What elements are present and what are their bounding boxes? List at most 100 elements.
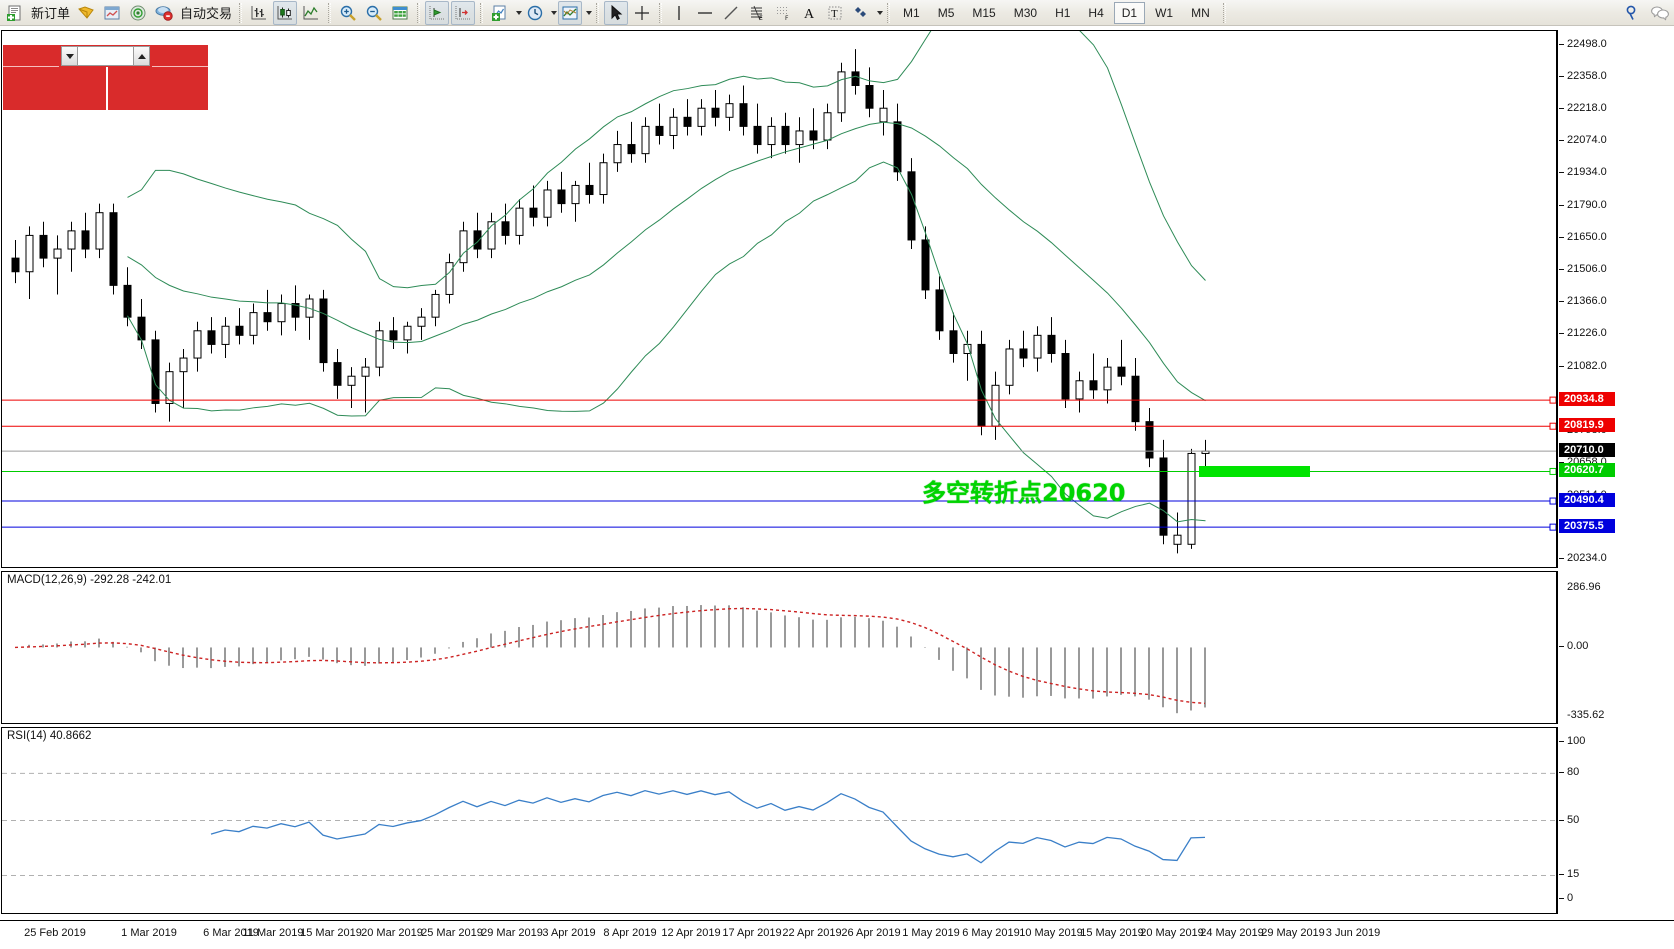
fibo-fan-icon[interactable]: F: [771, 1, 795, 25]
price-pane[interactable]: 多空转折点20620: [1, 30, 1557, 568]
price-axis-scale[interactable]: 22498.0 22358.0 22218.0 22074.0 21934.0 21790…: [1557, 30, 1674, 568]
buy-button[interactable]: [152, 45, 208, 67]
price-chart-canvas: [2, 31, 1556, 554]
chart-area: 多空转折点20620 MACD(12,26,9) -292.28 -242.01…: [0, 30, 1674, 920]
new-order-icon[interactable]: [3, 1, 27, 25]
period-icon[interactable]: [523, 1, 547, 25]
date-axis[interactable]: 25 Feb 2019 1 Mar 2019 6 Mar 2019 11 Mar 20…: [0, 920, 1674, 949]
oct-price-row: [3, 67, 208, 110]
date-tick-label: 29 Mar 2019: [481, 927, 543, 939]
timeframe-d1[interactable]: D1: [1113, 1, 1146, 24]
svg-text:E: E: [759, 15, 763, 22]
trendline-icon[interactable]: [719, 1, 743, 25]
date-tick-label: 22 Apr 2019: [782, 927, 842, 939]
volume-input[interactable]: [78, 46, 133, 66]
navigator-icon[interactable]: [126, 1, 150, 25]
autotrading-label[interactable]: 自动交易: [180, 7, 233, 22]
cursor-icon[interactable]: [604, 0, 629, 25]
date-tick-label: 15 Mar 2019: [300, 927, 362, 939]
candlestick-icon[interactable]: [273, 0, 298, 25]
toolbar-separator: [1222, 2, 1226, 23]
data-window-icon[interactable]: [100, 1, 124, 25]
date-tick-label: 1 May 2019: [902, 927, 960, 939]
timeframe-m5[interactable]: M5: [937, 5, 955, 20]
rsi-tick: 0: [1558, 892, 1573, 904]
timeframe-w1[interactable]: W1: [1155, 5, 1174, 20]
zoom-out-icon[interactable]: [362, 1, 386, 25]
macd-axis-scale[interactable]: 286.96 0.00 -335.62: [1557, 571, 1674, 724]
macd-tick: 286.96: [1567, 581, 1601, 593]
indicators-icon[interactable]: [488, 1, 512, 25]
date-tick-label: 26 Apr 2019: [841, 927, 901, 939]
volume-dropdown-icon[interactable]: [61, 46, 78, 66]
toolbar-separator: [239, 2, 243, 23]
crosshair-icon[interactable]: [630, 1, 654, 25]
price-level-tag-resistance[interactable]: 20934.8: [1559, 392, 1615, 407]
date-tick-label: 15 May 2019: [1080, 927, 1144, 939]
date-tick-label: 20 May 2019: [1140, 927, 1204, 939]
chevron-down-icon[interactable]: [877, 10, 884, 15]
templates-icon[interactable]: [558, 0, 583, 25]
price-tick: 21934.0: [1558, 166, 1607, 178]
vline-icon[interactable]: [667, 1, 691, 25]
toolbar-separator: [659, 2, 663, 23]
volume-up-icon[interactable]: [133, 46, 150, 66]
folder-icon[interactable]: [74, 1, 98, 25]
macd-tick: 0.00: [1558, 640, 1588, 652]
sell-price-button[interactable]: [3, 67, 106, 110]
autotrading-icon[interactable]: [152, 1, 176, 25]
hline-icon[interactable]: [693, 1, 717, 25]
bar-chart-icon[interactable]: [247, 1, 271, 25]
rsi-tick: 100: [1558, 735, 1585, 747]
fibonacci-icon[interactable]: E: [745, 1, 769, 25]
shapes-icon[interactable]: [849, 1, 873, 25]
rsi-tick: 15: [1558, 868, 1579, 880]
main-toolbar: 新订单 自动交易: [0, 0, 1674, 26]
volume-stepper[interactable]: [59, 45, 152, 67]
price-tick: 22358.0: [1558, 70, 1607, 82]
macd-chart-canvas: [14, 605, 1206, 714]
svg-text:A: A: [804, 7, 815, 22]
price-level-tag-resistance[interactable]: 20819.9: [1559, 418, 1615, 433]
autoscroll-icon[interactable]: [451, 0, 476, 25]
timeframe-m1[interactable]: M1: [903, 5, 920, 20]
buy-price-button[interactable]: [105, 67, 208, 110]
date-tick-label: 12 Apr 2019: [661, 927, 721, 939]
price-level-tag-support[interactable]: 20375.5: [1559, 519, 1615, 534]
rsi-tick: 80: [1558, 766, 1579, 778]
zoom-in-icon[interactable]: [336, 1, 360, 25]
date-tick-label: 1 Mar 2019: [121, 927, 177, 939]
chevron-down-icon[interactable]: [516, 10, 523, 15]
rsi-pane[interactable]: RSI(14) 40.8662: [1, 727, 1557, 914]
chevron-down-icon[interactable]: [551, 10, 558, 15]
grid-icon[interactable]: [388, 1, 412, 25]
rsi-axis-scale[interactable]: 100 80 50 15 0: [1557, 727, 1674, 914]
timeframe-m15[interactable]: M15: [972, 5, 996, 20]
text-icon[interactable]: A: [797, 1, 821, 25]
date-tick-label: 6 Mar 2019: [203, 927, 259, 939]
timeframe-mn[interactable]: MN: [1191, 5, 1210, 20]
date-tick-label: 3 Jun 2019: [1325, 927, 1381, 939]
timeframe-h1[interactable]: H1: [1055, 5, 1071, 20]
price-level-tag-last-price[interactable]: 20710.0: [1559, 443, 1615, 458]
timeframe-h4[interactable]: H4: [1088, 5, 1104, 20]
shift-icon[interactable]: [425, 0, 450, 25]
price-level-tag-pivot[interactable]: 20620.7: [1559, 463, 1615, 478]
sell-button[interactable]: [3, 45, 59, 67]
price-level-tag-support[interactable]: 20490.4: [1559, 493, 1615, 508]
price-tick: 21650.0: [1558, 231, 1607, 243]
timeframe-m30[interactable]: M30: [1013, 5, 1038, 20]
macd-pane[interactable]: MACD(12,26,9) -292.28 -242.01: [1, 571, 1557, 724]
oct-top-row: [3, 45, 208, 67]
rsi-tick: 50: [1558, 814, 1579, 826]
line-chart-icon[interactable]: [299, 1, 323, 25]
text-label-icon[interactable]: T: [823, 1, 847, 25]
price-tick: 20234.0: [1558, 552, 1607, 564]
annotation-highlight-bar: [1199, 466, 1310, 478]
new-order-label[interactable]: 新订单: [31, 7, 71, 22]
toolbar-separator: [596, 2, 600, 23]
chat-icon[interactable]: [1647, 1, 1673, 25]
search-icon[interactable]: [1621, 1, 1645, 25]
one-click-trading-panel[interactable]: [3, 45, 208, 110]
chevron-down-icon[interactable]: [586, 10, 593, 15]
